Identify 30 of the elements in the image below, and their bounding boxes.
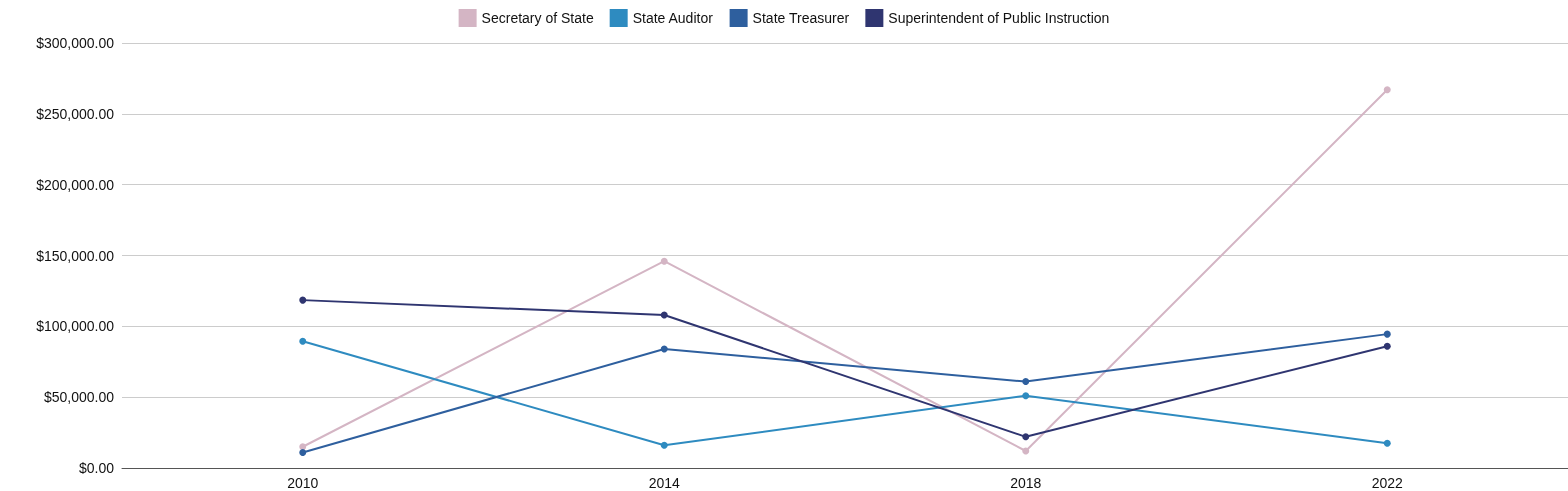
point [660,441,668,449]
legend-label: Secretary of State [481,10,594,26]
point [1383,330,1391,338]
point [1022,378,1030,386]
point [299,296,307,304]
y-tick-label: $150,000.00 [36,247,115,264]
point [1383,342,1391,350]
point [660,345,668,353]
x-tick-label: 2014 [648,475,681,491]
point [299,448,307,456]
point [1022,392,1030,400]
legend-label: State Auditor [632,10,714,26]
y-tick-label: $50,000.00 [43,389,115,406]
x-tick-label: 2022 [1371,475,1404,491]
point [299,337,307,345]
legend-label: State Treasurer [752,10,850,26]
point [1022,433,1030,441]
point [1022,447,1030,455]
legend-label: Superintendent of Public Instruction [888,10,1110,26]
y-tick-label: $250,000.00 [36,105,115,122]
y-tick-label: $200,000.00 [36,176,115,193]
point [660,257,668,265]
point [1383,86,1391,94]
y-tick-label: $0.00 [78,460,115,476]
x-tick-label: 2010 [287,475,319,491]
y-tick-label: $300,000.00 [36,35,115,51]
point [660,311,668,319]
y-tick-label: $100,000.00 [36,318,115,335]
point [1383,439,1391,447]
x-tick-label: 2018 [1010,475,1042,491]
